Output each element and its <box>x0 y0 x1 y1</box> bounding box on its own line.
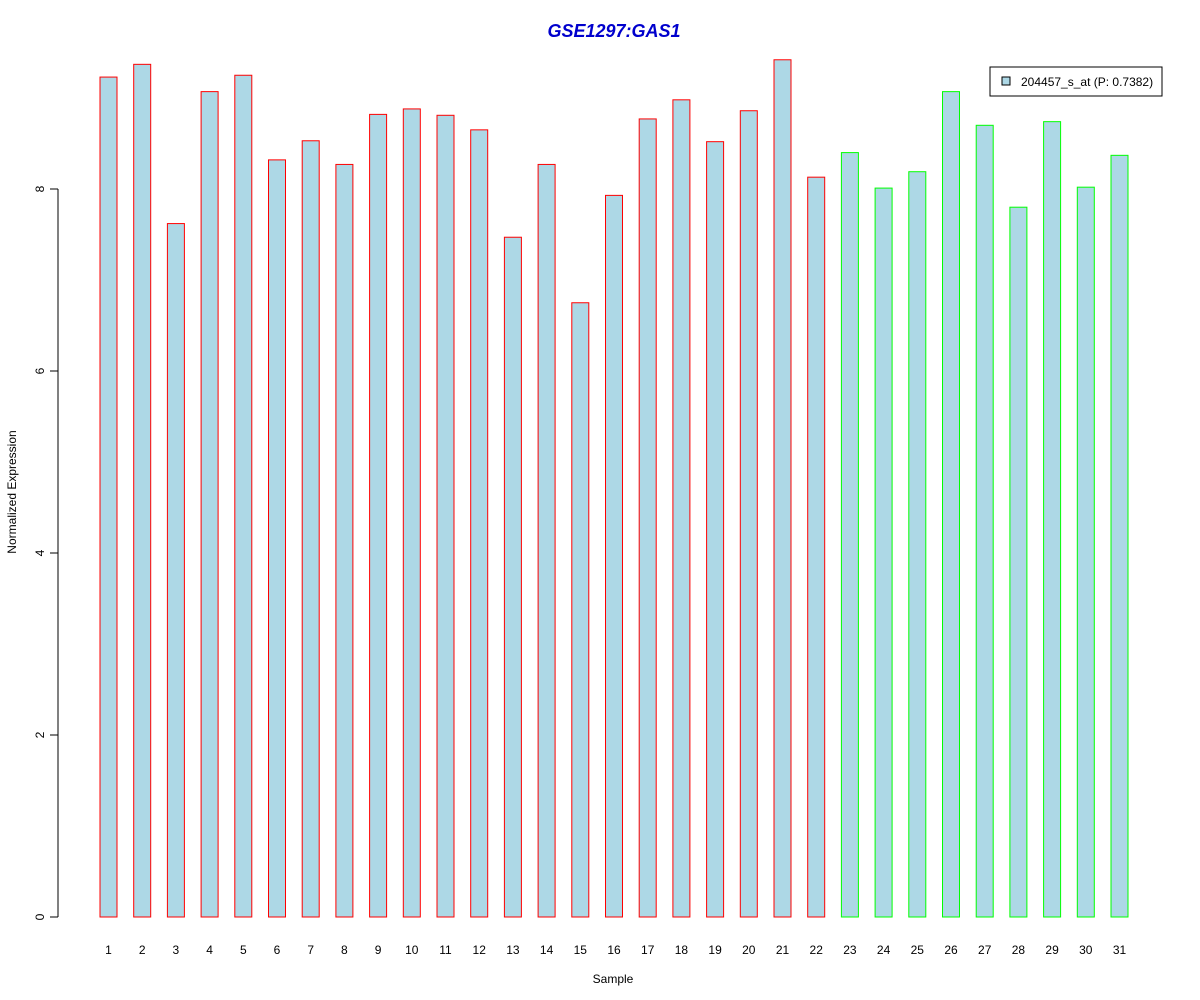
x-tick-label: 3 <box>173 943 180 957</box>
x-tick-label: 15 <box>574 943 588 957</box>
bar-sample-28 <box>1009 206 1028 918</box>
x-tick-label: 7 <box>307 943 314 957</box>
bar-sample-10 <box>402 108 421 918</box>
y-axis-title: Normalized Expression <box>5 430 19 553</box>
y-tick-label: 4 <box>33 549 47 556</box>
bar-sample-2 <box>133 63 152 918</box>
bar-sample-24 <box>874 187 893 918</box>
x-tick-label: 12 <box>473 943 487 957</box>
bar-sample-8 <box>335 163 354 918</box>
bar-sample-3 <box>166 223 185 918</box>
x-tick-label: 22 <box>810 943 824 957</box>
x-tick-label: 18 <box>675 943 689 957</box>
bar-sample-31 <box>1110 154 1129 918</box>
bar-sample-6 <box>268 159 286 918</box>
x-tick-label: 16 <box>607 943 621 957</box>
bar-sample-27 <box>975 124 994 918</box>
legend-swatch <box>1001 76 1011 86</box>
bar-sample-11 <box>436 114 455 918</box>
x-tick-label: 17 <box>641 943 655 957</box>
bar-sample-12 <box>470 129 489 918</box>
bar-sample-30 <box>1076 186 1095 918</box>
x-tick-label: 31 <box>1113 943 1127 957</box>
bar-sample-4 <box>200 91 219 918</box>
x-tick-label: 27 <box>978 943 992 957</box>
x-tick-label: 11 <box>439 943 452 957</box>
x-tick-label: 14 <box>540 943 554 957</box>
x-tick-label: 26 <box>944 943 958 957</box>
bar-sample-7 <box>301 140 320 918</box>
x-tick-label: 28 <box>1012 943 1026 957</box>
x-tick-label: 24 <box>877 943 891 957</box>
y-tick-label: 8 <box>33 185 47 192</box>
x-tick-label: 13 <box>506 943 520 957</box>
bar-sample-21 <box>773 59 792 918</box>
bar-sample-9 <box>369 113 388 918</box>
legend-label: 204457_s_at (P: 0.7382) <box>1021 75 1153 89</box>
bars <box>99 59 1129 918</box>
x-tick-label: 10 <box>405 943 419 957</box>
bar-sample-13 <box>503 236 522 918</box>
bar-sample-17 <box>638 118 657 918</box>
x-axis-title: Sample <box>593 972 634 986</box>
x-tick-label: 23 <box>843 943 857 957</box>
x-tick-label: 6 <box>274 943 281 957</box>
chart-title: GSE1297:GAS1 <box>547 21 680 41</box>
bar-sample-29 <box>1043 121 1062 918</box>
x-tick-label: 1 <box>105 943 112 957</box>
bar-sample-19 <box>706 141 725 918</box>
legend-box <box>989 66 1163 97</box>
bar-sample-14 <box>537 163 556 918</box>
bar-sample-22 <box>807 176 826 918</box>
x-tick-label: 9 <box>375 943 382 957</box>
bar-sample-1 <box>99 76 118 918</box>
x-tick-label: 21 <box>776 943 790 957</box>
y-axis: 0 2 4 6 8 <box>33 185 58 920</box>
x-tick-label: 29 <box>1045 943 1059 957</box>
x-tick-label: 2 <box>139 943 146 957</box>
x-axis-labels: 1 2 3 4 5 6 7 8 9 10 11 12 13 14 15 16 17 18 19 20 21 22 23 24 2… <box>105 943 1126 957</box>
bar-sample-20 <box>739 110 758 918</box>
legend: 204457_s_at (P: 0.7382) <box>989 66 1163 97</box>
x-tick-label: 5 <box>240 943 247 957</box>
y-tick-label: 6 <box>33 367 47 374</box>
x-tick-label: 25 <box>911 943 925 957</box>
bar-sample-18 <box>672 99 691 918</box>
bar-sample-16 <box>605 194 623 918</box>
y-tick-label: 0 <box>33 913 47 920</box>
x-tick-label: 20 <box>742 943 756 957</box>
bar-sample-5 <box>234 74 253 918</box>
x-tick-label: 4 <box>206 943 213 957</box>
bar-sample-23 <box>840 152 859 918</box>
bar-sample-15 <box>571 302 590 918</box>
x-tick-label: 19 <box>708 943 722 957</box>
bar-sample-25 <box>908 171 927 918</box>
x-tick-label: 8 <box>341 943 348 957</box>
x-tick-label: 30 <box>1079 943 1093 957</box>
y-tick-label: 2 <box>33 731 47 738</box>
bar-sample-26 <box>942 91 960 918</box>
